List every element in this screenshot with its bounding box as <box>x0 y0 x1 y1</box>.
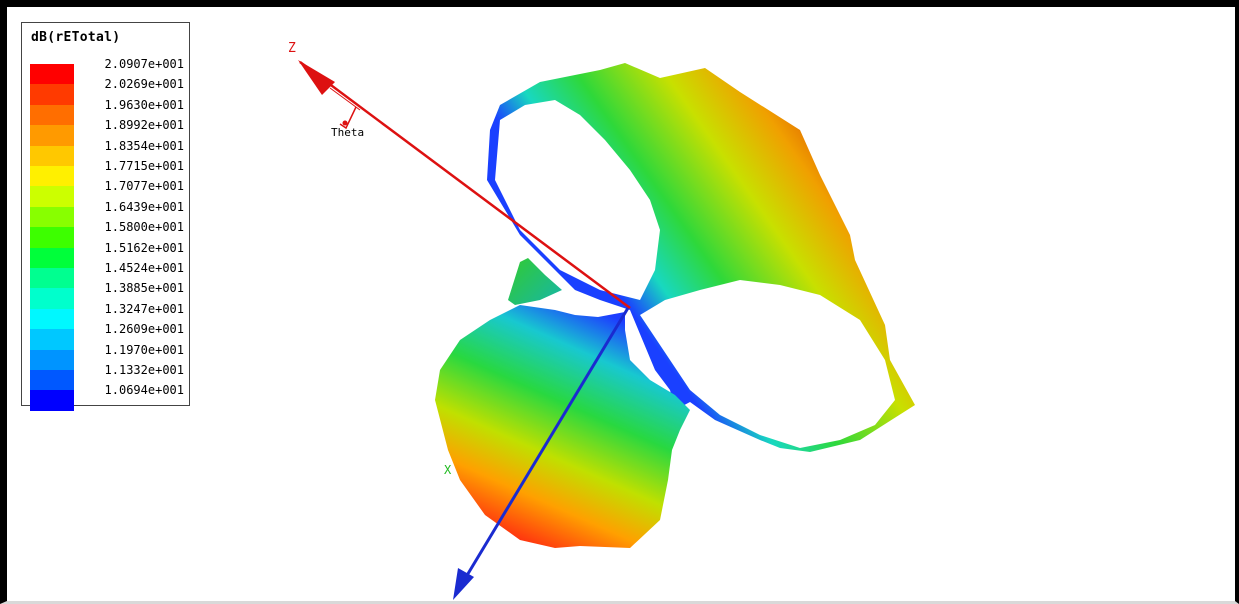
legend-tick-label: 1.0694e+001 <box>80 383 184 397</box>
legend-title: dB(rETotal) <box>31 30 120 45</box>
legend-tick-label: 1.2609e+001 <box>80 322 184 336</box>
z-axis-label: Z <box>288 41 296 56</box>
legend-tick-label: 1.1970e+001 <box>80 343 184 357</box>
legend-swatch <box>30 390 74 410</box>
legend-tick-label: 1.3885e+001 <box>80 281 184 295</box>
legend-tick-label: 2.0269e+001 <box>80 77 184 91</box>
legend-swatch <box>30 146 74 166</box>
legend-swatch <box>30 64 74 84</box>
legend-swatch <box>30 329 74 349</box>
legend-tick-label: 1.5162e+001 <box>80 241 184 255</box>
legend-tick-label: 1.9630e+001 <box>80 98 184 112</box>
legend-swatch <box>30 309 74 329</box>
legend-swatch <box>30 288 74 308</box>
legend-tick-label: 1.1332e+001 <box>80 363 184 377</box>
legend-swatch <box>30 84 74 104</box>
legend-tick-label: 1.4524e+001 <box>80 261 184 275</box>
legend-tick-label: 1.7077e+001 <box>80 179 184 193</box>
legend-swatch <box>30 227 74 247</box>
theta-label: Theta <box>331 126 364 139</box>
legend-swatch <box>30 268 74 288</box>
legend-swatch <box>30 105 74 125</box>
legend-tick-label: 1.5800e+001 <box>80 220 184 234</box>
legend-swatch <box>30 186 74 206</box>
legend-tick-label: 1.8354e+001 <box>80 139 184 153</box>
legend-tick-label: 1.3247e+001 <box>80 302 184 316</box>
legend-swatch <box>30 207 74 227</box>
legend-tick-label: 1.6439e+001 <box>80 200 184 214</box>
x-axis-label: X <box>444 463 452 477</box>
legend-swatch <box>30 350 74 370</box>
legend-tick-label: 1.7715e+001 <box>80 159 184 173</box>
legend-swatch <box>30 125 74 145</box>
legend-swatch <box>30 248 74 268</box>
legend-tick-label: 2.0907e+001 <box>80 57 184 71</box>
color-legend: dB(rETotal) 2.0907e+001 2.0269e+001 1.9630… <box>21 22 190 406</box>
legend-tick-label: 1.8992e+001 <box>80 118 184 132</box>
legend-swatch <box>30 166 74 186</box>
legend-swatch <box>30 370 74 390</box>
